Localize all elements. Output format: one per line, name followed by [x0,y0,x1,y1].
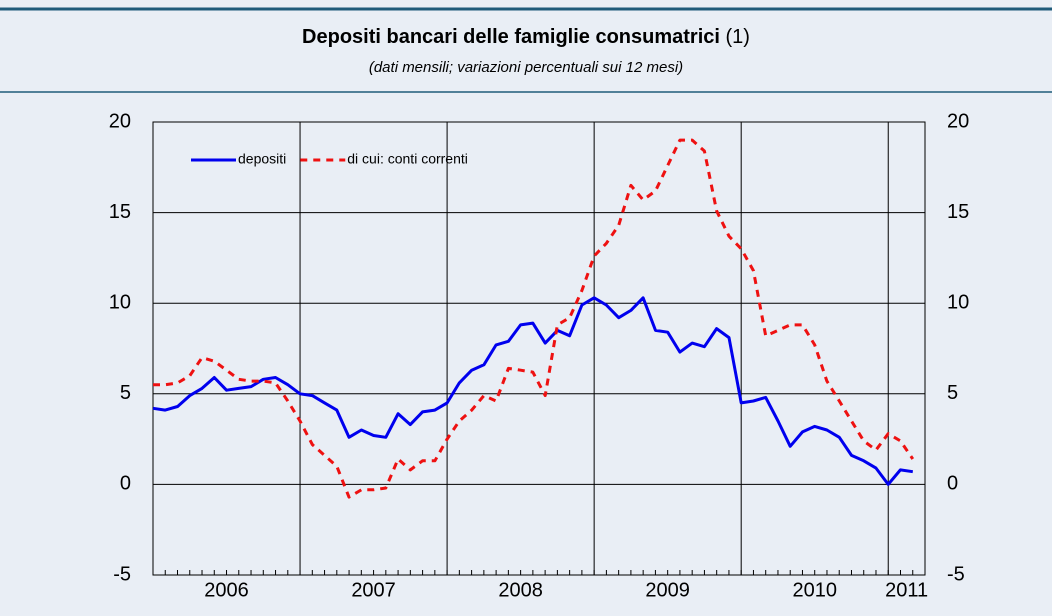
x-tick-label: 2010 [792,579,837,601]
y2-tick-label: 5 [947,382,958,404]
y-tick-label: 5 [120,382,131,404]
y-tick-label: 15 [109,201,131,223]
plot-frame [152,121,926,576]
series-line [152,296,914,486]
y2-tick-label: 10 [947,291,969,313]
y-tick-label: 0 [120,473,131,495]
y-tick-label: -5 [113,563,131,585]
chart-subtitle: (dati mensili; variazioni percentuali su… [369,59,683,76]
chart-title: Depositi bancari delle famiglie consumat… [302,26,750,48]
y2-tick-label: 15 [947,201,969,223]
y2-tick-label: -5 [947,563,965,585]
y2-tick-label: 20 [947,110,969,132]
y2-tick-label: 0 [947,473,958,495]
x-tick-label: 2007 [351,579,396,601]
title-note: (1) [726,26,750,48]
legend-label: di cui: conti correnti [347,151,468,167]
series-line [153,138,915,499]
y-tick-label: 10 [109,291,131,313]
x-tick-label: 2011 [885,579,928,601]
y-tick-label: 20 [109,110,131,132]
x-tick-label: 2006 [204,579,249,601]
title-main: Depositi bancari delle famiglie consumat… [302,26,720,48]
x-tick-label: 2009 [645,579,690,601]
legend-label: depositi [238,151,286,167]
x-tick-label: 2008 [498,579,543,601]
